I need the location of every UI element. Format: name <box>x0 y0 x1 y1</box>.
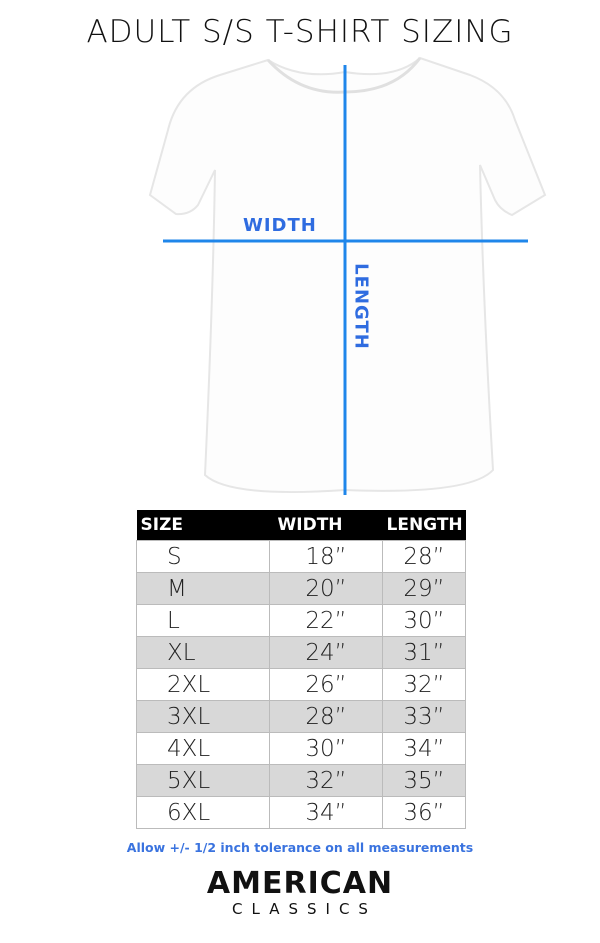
width-cell: 26” <box>269 668 383 701</box>
tshirt-shape <box>148 56 547 494</box>
header-size: SIZE <box>136 510 270 541</box>
table-row: 3XL 28” 33” <box>136 700 466 733</box>
width-cell: 30” <box>269 732 383 765</box>
size-cell: L <box>136 604 270 637</box>
length-cell: 28” <box>382 540 466 573</box>
size-cell: XL <box>136 636 270 669</box>
size-cell: 4XL <box>136 732 270 765</box>
size-cell: 5XL <box>136 764 270 797</box>
width-cell: 24” <box>269 636 383 669</box>
length-cell: 34” <box>382 732 466 765</box>
size-cell: 3XL <box>136 700 270 733</box>
table-row: 2XL 26” 32” <box>136 668 466 701</box>
page-title: ADULT S/S T-SHIRT SIZING <box>86 14 514 50</box>
table-row: 4XL 30” 34” <box>136 732 466 765</box>
logo-american: AMERICAN <box>206 866 394 901</box>
length-cell: 29” <box>382 572 466 605</box>
length-cell: 30” <box>382 604 466 637</box>
width-cell: 28” <box>269 700 383 733</box>
length-cell: 35” <box>382 764 466 797</box>
width-cell: 20” <box>269 572 383 605</box>
table-row: XL 24” 31” <box>136 636 466 669</box>
table-row: M 20” 29” <box>136 572 466 605</box>
width-label: WIDTH <box>243 215 317 236</box>
header-length: LENGTH <box>382 510 466 541</box>
header-width: WIDTH <box>269 510 383 541</box>
width-cell: 34” <box>269 796 383 829</box>
length-label: LENGTH <box>350 263 372 350</box>
size-cell: M <box>136 572 270 605</box>
length-cell: 31” <box>382 636 466 669</box>
length-cell: 36” <box>382 796 466 829</box>
table-row: L 22” 30” <box>136 604 466 637</box>
table-row: 5XL 32” 35” <box>136 764 466 797</box>
width-cell: 22” <box>269 604 383 637</box>
table-row: 6XL 34” 36” <box>136 796 466 829</box>
size-chart-table: SIZE WIDTH LENGTH S 18” 28” M 20” 29” L 22” 30” X… <box>136 510 466 829</box>
size-cell: S <box>136 540 270 573</box>
table-row: S 18” 28” <box>136 540 466 573</box>
length-cell: 33” <box>382 700 466 733</box>
width-cell: 18” <box>269 540 383 573</box>
tshirt-diagram <box>148 56 547 495</box>
length-cell: 32” <box>382 668 466 701</box>
tolerance-note: Allow +/- 1/2 inch tolerance on all meas… <box>126 840 474 855</box>
logo-classics: CLASSICS <box>232 900 377 918</box>
width-cell: 32” <box>269 764 383 797</box>
size-cell: 2XL <box>136 668 270 701</box>
size-cell: 6XL <box>136 796 270 829</box>
